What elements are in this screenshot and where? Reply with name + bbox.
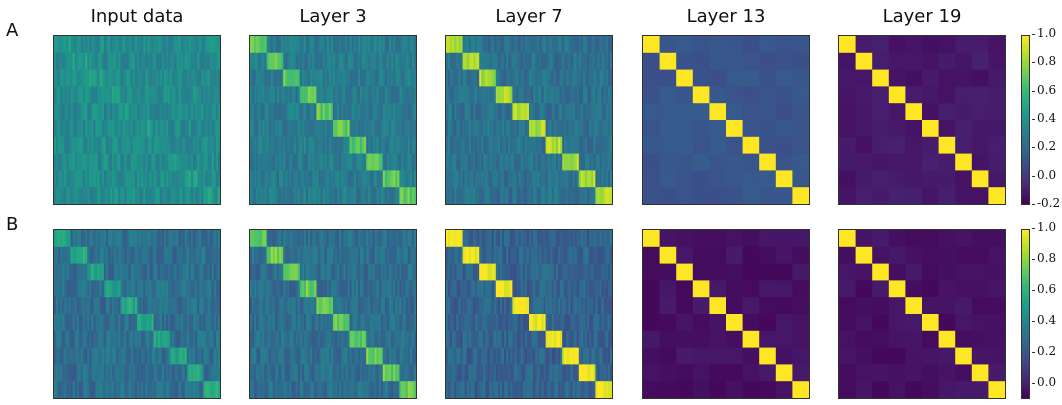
title-layer-3: Layer 3	[299, 6, 367, 27]
heatmap-b-0	[53, 229, 221, 399]
colorbar-tick: 0.6	[1031, 281, 1057, 296]
colorbar-tick: 1.0	[1031, 220, 1057, 234]
heatmap-a-2	[445, 35, 613, 205]
colorbar-tick: 0.8	[1031, 54, 1057, 69]
colorbar-tick: 0.8	[1031, 250, 1057, 265]
colorbar-tick: 0.0	[1031, 374, 1057, 389]
heatmap-a-0	[53, 35, 221, 205]
title-input-data: Input data	[90, 6, 184, 27]
heatmap-b-3	[642, 229, 810, 399]
colorbar-tick: 0.4	[1031, 312, 1057, 327]
heatmap-b-1	[249, 229, 417, 399]
colorbar-tick: 1.0	[1031, 26, 1057, 40]
title-layer-13: Layer 13	[686, 6, 766, 27]
heatmap-a-3	[642, 35, 810, 205]
colorbar-tick: 0.6	[1031, 82, 1057, 97]
row-label-a: A	[6, 20, 19, 41]
title-layer-19: Layer 19	[882, 6, 962, 27]
colorbar-tick: 0.0	[1031, 167, 1057, 182]
colorbar-tick: 0.4	[1031, 111, 1057, 125]
colorbar-tick: 0.2	[1031, 139, 1057, 154]
row-label-b: B	[6, 214, 19, 235]
heatmap-a-1	[249, 35, 417, 205]
title-layer-7: Layer 7	[495, 6, 563, 27]
colorbar-b	[1021, 229, 1030, 399]
heatmap-a-4	[838, 35, 1006, 205]
colorbar-a	[1021, 35, 1030, 205]
heatmap-b-4	[838, 229, 1006, 399]
colorbar-tick: 0.2	[1031, 343, 1057, 358]
heatmap-b-2	[445, 229, 613, 399]
colorbar-tick: -0.2	[1031, 196, 1061, 210]
